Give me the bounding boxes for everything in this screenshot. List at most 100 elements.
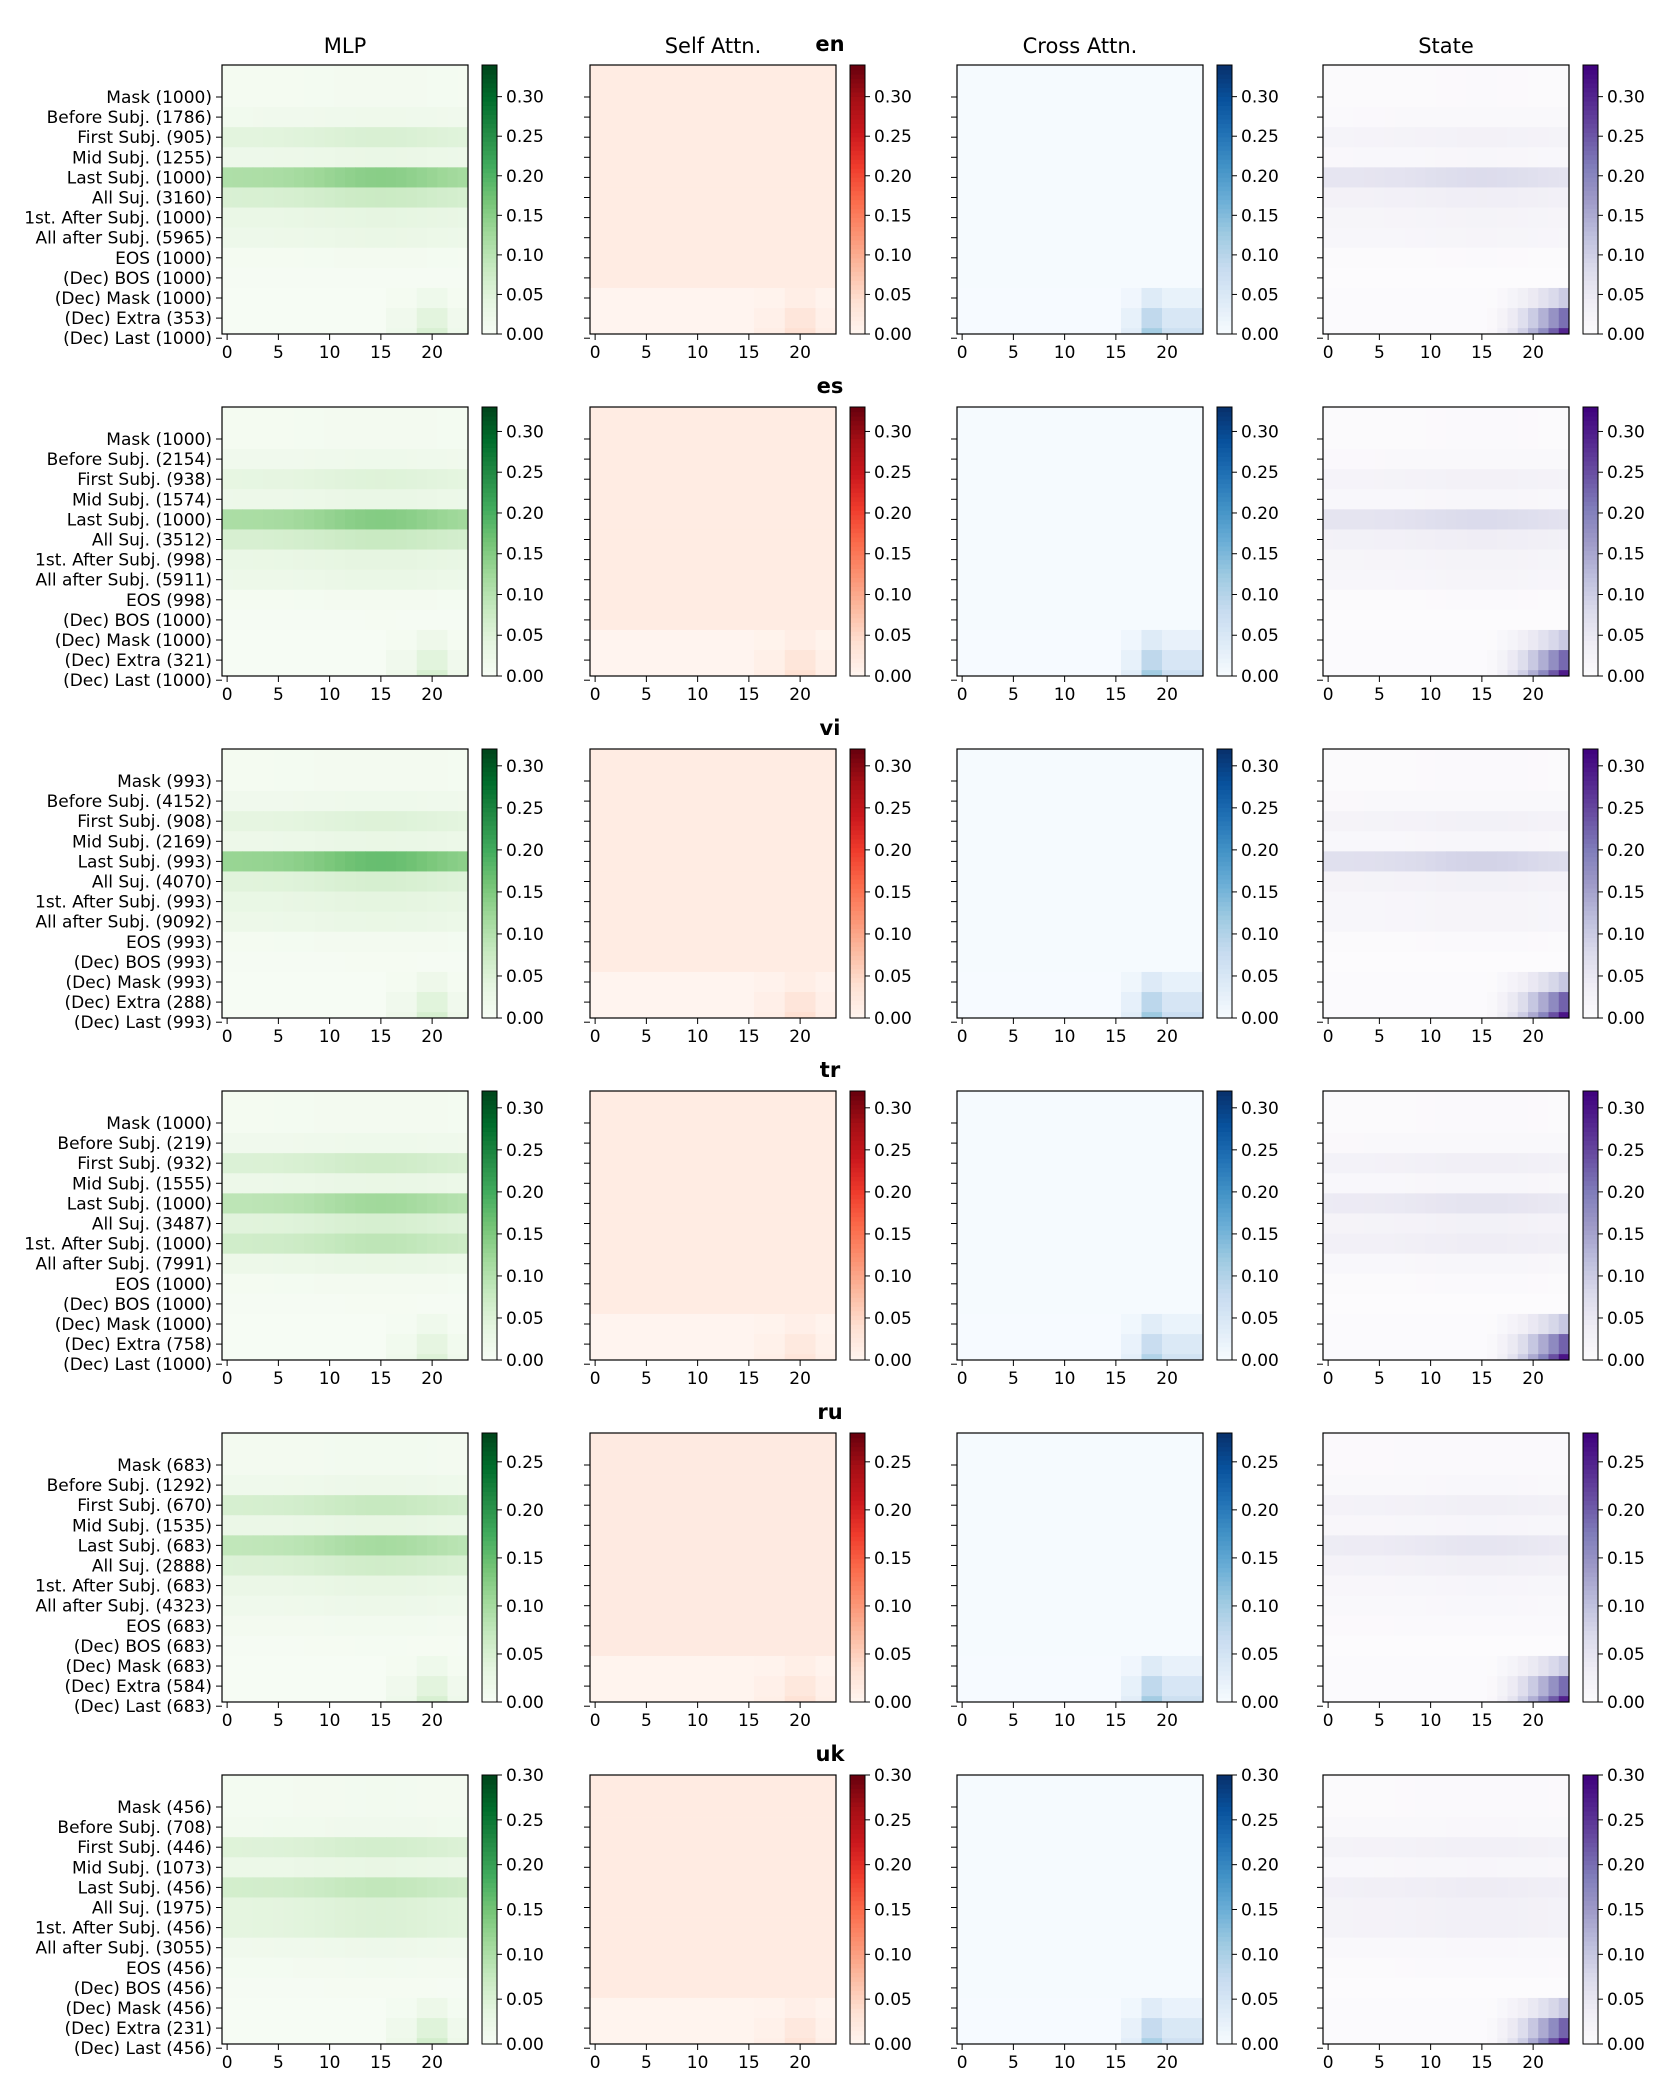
heatmap-cell xyxy=(273,1091,284,1134)
heatmap-cell xyxy=(1049,469,1060,490)
heatmap-cell xyxy=(1425,489,1437,510)
heatmap-cell xyxy=(355,227,366,249)
heatmap-cell xyxy=(795,127,806,148)
heatmap-cell xyxy=(232,449,243,470)
heatmap-cell xyxy=(437,629,448,651)
heatmap-cell xyxy=(1151,891,1163,913)
x-tick-label: 5 xyxy=(273,1027,284,1047)
heatmap-cell xyxy=(1425,831,1437,852)
heatmap-cell xyxy=(293,509,305,530)
heatmap-cell xyxy=(232,549,243,571)
heatmap-cell xyxy=(805,1012,816,1019)
heatmap-cell xyxy=(672,509,683,530)
heatmap-cell xyxy=(1476,247,1488,269)
row-label: EOS (993) xyxy=(126,933,212,953)
heatmap-cell xyxy=(702,267,714,289)
heatmap-cell xyxy=(1364,407,1375,450)
colorbar-segment xyxy=(482,523,497,529)
heatmap-cell xyxy=(1415,147,1426,168)
heatmap-cell xyxy=(1192,891,1204,913)
colorbar-segment xyxy=(850,635,865,641)
heatmap-cell xyxy=(713,549,724,571)
colorbar-segment xyxy=(1217,141,1232,147)
heatmap-cell xyxy=(1131,992,1142,1013)
heatmap-cell xyxy=(600,629,611,651)
heatmap-cell xyxy=(1384,871,1396,892)
heatmap-cell xyxy=(334,791,346,812)
colorbar-segment xyxy=(1583,226,1598,232)
heatmap-cell xyxy=(1538,589,1549,611)
heatmap-cell xyxy=(723,127,734,148)
heatmap-cell xyxy=(631,489,642,510)
colorbar-segment xyxy=(1583,771,1598,777)
colorbar-segment xyxy=(1583,852,1598,858)
x-tick-label: 20 xyxy=(789,1027,811,1047)
heatmap-cell xyxy=(774,749,786,792)
heatmap-cell xyxy=(1162,749,1173,792)
heatmap-cell xyxy=(1364,670,1375,677)
heatmap-cell xyxy=(1517,529,1529,550)
heatmap-cell xyxy=(610,529,622,550)
heatmap-cell xyxy=(957,749,968,792)
heatmap-cell xyxy=(1080,287,1091,309)
heatmap-cell xyxy=(1039,992,1050,1013)
colorbar-segment xyxy=(850,937,865,943)
heatmap-cell xyxy=(1141,670,1153,677)
heatmap-cell xyxy=(324,851,336,872)
heatmap-cell xyxy=(977,549,989,571)
colorbar-segment xyxy=(482,91,497,97)
heatmap-cell xyxy=(457,127,469,148)
heatmap-cell xyxy=(1323,609,1334,631)
heatmap-cell xyxy=(457,992,469,1013)
colorbar-segment xyxy=(482,640,497,646)
heatmap-cell xyxy=(977,328,989,335)
heatmap-cell xyxy=(1558,749,1570,792)
colorbar-segment xyxy=(482,307,497,313)
heatmap-cell xyxy=(447,609,459,631)
heatmap-cell xyxy=(1353,589,1365,611)
heatmap-cell xyxy=(386,65,397,108)
heatmap-cell xyxy=(457,469,469,490)
heatmap-cell xyxy=(1517,609,1529,631)
heatmap-cell xyxy=(1405,891,1416,913)
heatmap-cell xyxy=(273,328,284,335)
heatmap-cell xyxy=(713,509,724,530)
heatmap-cell xyxy=(1374,509,1385,530)
heatmap-cell xyxy=(1353,911,1365,933)
heatmap-cell xyxy=(345,629,356,651)
heatmap-cell xyxy=(1100,187,1112,208)
heatmap-cell xyxy=(396,509,407,530)
heatmap-cell xyxy=(1172,328,1183,335)
colorbar-tick-label: 0.20 xyxy=(506,841,544,861)
heatmap-cell xyxy=(1182,609,1194,631)
heatmap-cell xyxy=(1538,831,1549,852)
colorbar-segment xyxy=(482,442,497,448)
colorbar-segment xyxy=(850,550,865,556)
x-tick-label: 5 xyxy=(1008,685,1019,705)
heatmap-cell xyxy=(795,670,806,677)
heatmap-cell xyxy=(273,509,284,530)
heatmap-cell xyxy=(754,187,765,208)
colorbar-segment xyxy=(1583,937,1598,943)
heatmap-cell xyxy=(1446,811,1457,832)
heatmap-cell xyxy=(754,670,765,677)
colorbar-segment xyxy=(482,424,497,431)
heatmap-cell xyxy=(1110,449,1122,470)
heatmap-cell xyxy=(723,629,734,651)
heatmap-cell xyxy=(1141,951,1153,973)
heatmap-cell xyxy=(416,207,428,229)
colorbar-segment xyxy=(1217,226,1232,232)
heatmap-cell xyxy=(764,569,775,591)
heatmap-cell xyxy=(1162,107,1173,128)
heatmap-cell xyxy=(386,207,397,229)
heatmap-cell xyxy=(1018,791,1030,812)
heatmap-cell xyxy=(1476,971,1488,993)
colorbar-segment xyxy=(482,320,497,326)
heatmap-cell xyxy=(1384,629,1396,651)
colorbar-segment xyxy=(482,613,497,619)
row-label: (Dec) Mask (993) xyxy=(66,973,212,993)
heatmap-cell xyxy=(743,227,755,249)
heatmap-cell xyxy=(427,267,438,289)
colorbar-segment xyxy=(1583,235,1598,241)
colorbar-segment xyxy=(1583,451,1598,457)
